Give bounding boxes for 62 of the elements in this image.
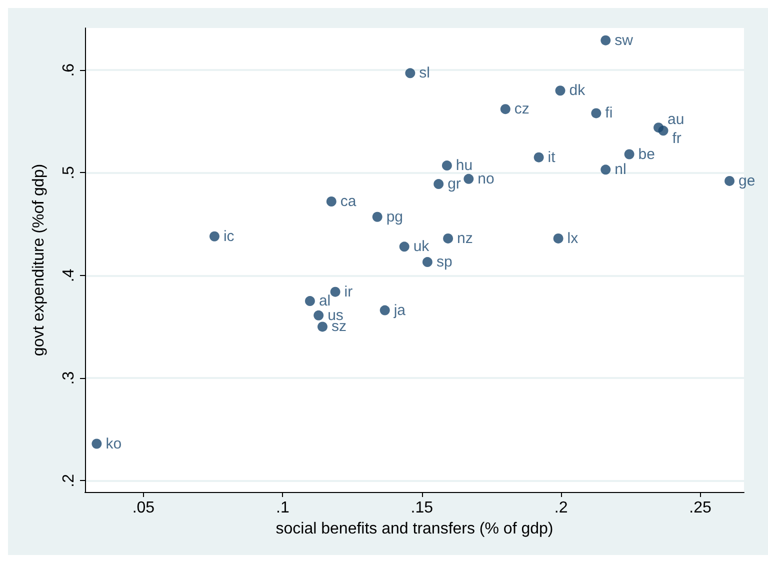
data-label: ic [223,228,235,245]
data-label: hu [456,157,473,174]
point [555,86,566,96]
data-label: be [638,146,655,163]
data-label: ca [340,192,357,210]
y-axis-title: govt expenditure (%of gdp) [30,164,48,356]
data-label: ir [344,283,353,300]
y-tick-label: .2 [60,474,78,488]
point [443,233,454,244]
x-tick-label: .15 [410,500,434,516]
point [658,126,668,136]
point [600,164,611,175]
point [624,149,634,160]
point [399,242,410,252]
point [209,231,220,242]
point [326,196,336,206]
point [330,286,340,297]
x-tick-label: .2 [554,500,568,516]
point [304,296,315,306]
data-label: no [478,170,494,188]
data-label: sw [614,32,634,49]
data-label: gr [448,176,461,193]
point [92,438,102,449]
point [422,257,432,268]
data-label: ge [738,172,756,190]
x-tick-label: .25 [689,500,712,516]
point [380,305,390,316]
data-label: lx [567,230,579,247]
point [591,108,602,118]
data-label: it [548,148,556,166]
point [442,160,452,171]
data-label: fi [605,104,613,122]
data-label: ko [106,435,122,452]
x-axis-title: social benefits and transfers (% of gdp) [276,520,554,538]
x-tick-label: .05 [132,500,155,516]
data-label: cz [514,100,530,118]
data-label: ja [392,302,406,319]
point [534,152,544,162]
point [553,233,564,244]
data-label: au [668,111,684,128]
point [314,310,324,320]
x-tick-label: .1 [276,500,290,516]
data-label: nz [457,230,473,247]
data-label: uk [413,238,430,256]
point [434,179,444,190]
data-label: nl [614,161,626,178]
point [317,322,328,332]
data-label: pg [386,208,404,226]
data-label: sl [419,64,430,82]
point [500,104,510,114]
y-tick-label: .6 [60,63,78,77]
point [600,35,611,46]
data-label: sp [436,254,452,271]
point [405,68,416,78]
point [372,212,382,222]
data-label: fr [672,130,682,148]
point [724,176,735,186]
y-tick-label: .4 [60,268,78,282]
y-tick-label: .3 [60,371,78,385]
data-label: dk [569,82,586,100]
point [464,174,474,184]
y-tick-label: .5 [60,166,78,180]
